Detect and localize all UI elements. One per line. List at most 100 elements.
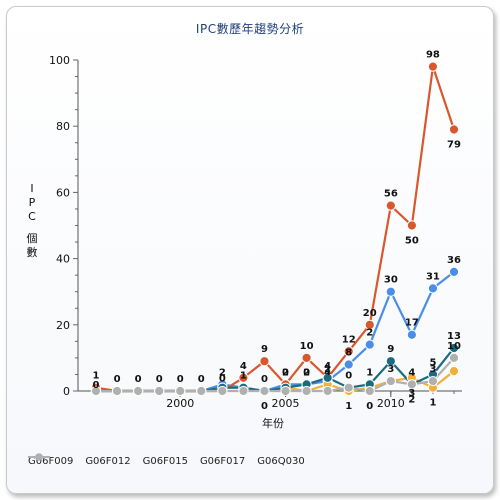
data-label: 0 bbox=[156, 374, 163, 385]
data-point-G06F015 bbox=[301, 352, 312, 363]
data-point-G06F009 bbox=[406, 329, 417, 340]
data-point-G06F009 bbox=[343, 359, 354, 370]
data-label: 2 bbox=[366, 328, 373, 339]
data-point-G06F015 bbox=[364, 319, 375, 330]
y-axis-label-char: 個 bbox=[27, 232, 38, 245]
data-point-G06Q030 bbox=[343, 382, 354, 393]
data-point-G06Q030 bbox=[133, 385, 144, 397]
data-label: 0 bbox=[114, 374, 121, 385]
data-label: 30 bbox=[384, 275, 398, 286]
data-point-G06Q030 bbox=[217, 385, 228, 397]
data-label: 0 bbox=[261, 401, 268, 412]
data-point-G06F017 bbox=[322, 372, 333, 383]
data-label: 1 bbox=[93, 371, 100, 382]
x-axis-label: 年份 bbox=[262, 416, 284, 430]
y-tick-label: 0 bbox=[63, 385, 70, 398]
data-label: 0 bbox=[366, 401, 373, 412]
series-line-G06F017 bbox=[96, 347, 455, 393]
data-point-G06F009 bbox=[385, 286, 396, 297]
data-label: 31 bbox=[426, 271, 440, 282]
y-tick-label: 100 bbox=[49, 54, 70, 67]
data-point-G06Q030 bbox=[364, 385, 375, 397]
legend-item: G06F015 bbox=[28, 453, 188, 467]
series-lines bbox=[95, 65, 456, 393]
data-label: 0 bbox=[177, 374, 184, 385]
data-point-G06Q030 bbox=[154, 385, 165, 397]
data-label: 13 bbox=[447, 331, 461, 342]
data-label: 12 bbox=[342, 334, 356, 345]
data-label: 4 bbox=[240, 361, 247, 372]
data-label: 3 bbox=[387, 364, 394, 375]
data-label: 36 bbox=[447, 255, 461, 266]
data-label: 1 bbox=[429, 398, 436, 409]
y-tick-label: 60 bbox=[56, 186, 70, 199]
data-label: 79 bbox=[447, 140, 461, 151]
data-point-G06F015 bbox=[406, 220, 417, 231]
data-label: 0 bbox=[135, 374, 142, 385]
data-label: 1 bbox=[345, 401, 352, 412]
data-point-G06Q030 bbox=[111, 385, 123, 397]
data-label: 4 bbox=[324, 367, 331, 378]
data-label: 3 bbox=[408, 388, 415, 399]
data-point-G06F017 bbox=[385, 356, 396, 367]
y-tick-label: 20 bbox=[56, 319, 70, 332]
data-label: 10 bbox=[300, 341, 314, 352]
data-label: 2 bbox=[219, 367, 226, 378]
series-line-G06F015 bbox=[95, 65, 456, 393]
data-label: 9 bbox=[261, 344, 268, 355]
data-point-G06Q030 bbox=[322, 385, 333, 397]
data-label: 4 bbox=[408, 367, 415, 378]
y-tick-label: 40 bbox=[56, 253, 70, 266]
data-point-G06Q030 bbox=[406, 379, 417, 390]
y-axis-label-char: C bbox=[28, 210, 36, 223]
data-label: 0 bbox=[198, 374, 205, 385]
data-point-G06F015 bbox=[427, 61, 439, 72]
legend-label: G06F015 bbox=[142, 455, 188, 467]
data-point-G06F015 bbox=[448, 124, 460, 135]
legend-label: G06F017 bbox=[199, 455, 246, 467]
x-tick-label: 2010 bbox=[377, 397, 405, 410]
data-point-G06Q030 bbox=[427, 375, 439, 387]
legend-swatch bbox=[28, 453, 50, 461]
data-label: 0 bbox=[303, 367, 310, 378]
data-label: 2 bbox=[303, 367, 310, 378]
legend-item: G06F012 bbox=[28, 453, 131, 467]
legend-label: G06F012 bbox=[85, 455, 131, 467]
data-label: 0 bbox=[93, 380, 100, 391]
data-label: 10 bbox=[447, 341, 461, 352]
data-point-G06Q030 bbox=[385, 375, 396, 387]
x-tick-label: 2000 bbox=[166, 397, 194, 410]
data-point-G06Q030 bbox=[280, 385, 291, 397]
data-label: 9 bbox=[387, 344, 394, 355]
data-label: 56 bbox=[384, 189, 398, 200]
data-point-G06F015 bbox=[238, 372, 249, 383]
data-label: 0 bbox=[345, 371, 352, 382]
series-line-G06Q030 bbox=[96, 357, 455, 393]
data-label: 2 bbox=[282, 367, 289, 378]
chart-frame bbox=[6, 6, 494, 494]
chart-title: IPC數歷年趨勢分析 bbox=[195, 22, 305, 36]
data-label: 0 bbox=[261, 374, 268, 385]
data-label: 3 bbox=[429, 364, 436, 375]
data-label: 2 bbox=[408, 394, 415, 405]
data-label: 5 bbox=[429, 357, 436, 368]
legend-label: G06Q030 bbox=[257, 455, 305, 467]
data-label: 50 bbox=[405, 236, 419, 247]
data-point-G06F015 bbox=[259, 356, 270, 367]
x-tick-label: 2005 bbox=[272, 397, 300, 410]
y-axis-label-char: P bbox=[29, 196, 36, 209]
legend-label: G06F009 bbox=[28, 455, 74, 467]
data-label: 17 bbox=[405, 318, 419, 329]
data-point-G06F015 bbox=[385, 200, 396, 211]
data-point-G06F009 bbox=[364, 339, 375, 350]
legend-item: G06F017 bbox=[28, 453, 246, 467]
data-point-G06Q030 bbox=[90, 385, 102, 397]
data-label: 98 bbox=[426, 50, 440, 61]
data-point-G06F012 bbox=[448, 366, 460, 377]
y-axis-label-char: 數 bbox=[27, 246, 38, 259]
data-point-G06Q030 bbox=[196, 385, 207, 397]
data-label: 0 bbox=[282, 367, 289, 378]
